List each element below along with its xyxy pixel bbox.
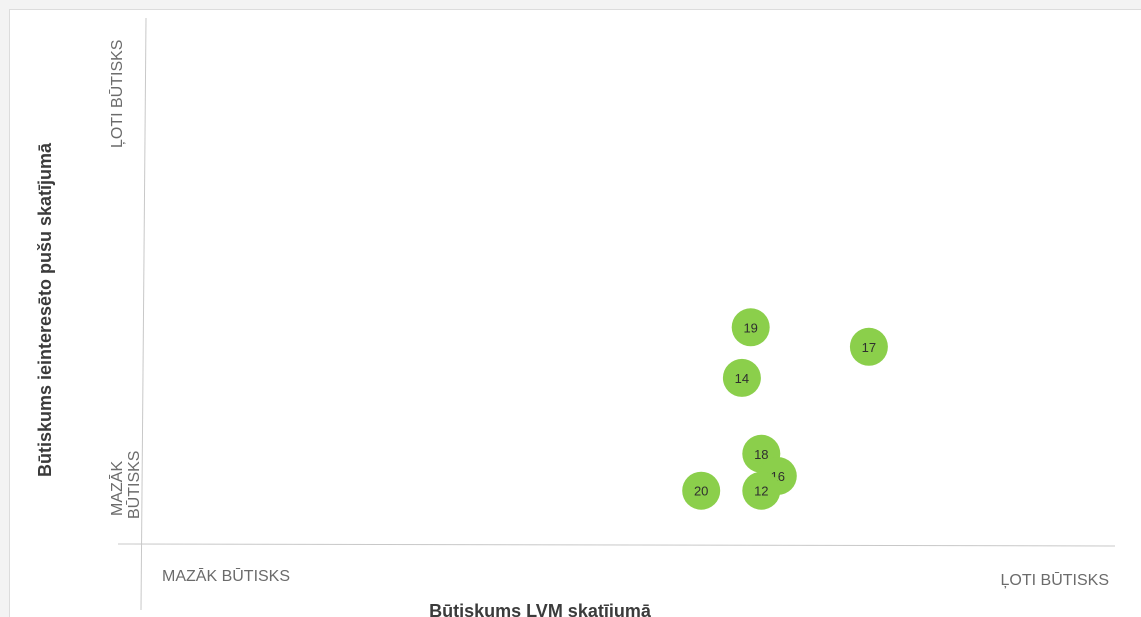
x-axis-line xyxy=(117,543,1116,547)
bubble-label-12: 12 xyxy=(754,484,768,499)
y-axis-title: Būtiskums ieinteresēto pušu skatījumā xyxy=(35,142,55,477)
y-tick-low-line2: BŪTISKS xyxy=(125,451,143,519)
bubble-17 xyxy=(849,327,888,366)
bubble-19 xyxy=(731,308,770,347)
bubble-label-19: 19 xyxy=(743,320,757,335)
y-tick-high: ĻOTI BŪTISKS xyxy=(108,40,126,148)
y-axis-line xyxy=(140,17,147,611)
bubble-20 xyxy=(682,471,721,510)
bubble-12 xyxy=(742,471,781,510)
bubble-label-17: 17 xyxy=(862,340,876,355)
y-tick-low-line1: MAZĀK xyxy=(108,461,126,516)
x-tick-low: MAZĀK BŪTISKS xyxy=(162,567,290,585)
bubble-chart: MAZĀK BŪTISKS ĻOTI BŪTISKS ĻOTI BŪTISKS … xyxy=(35,17,1116,617)
x-tick-high: ĻOTI BŪTISKS xyxy=(1001,571,1109,589)
bubble-label-20: 20 xyxy=(694,484,708,499)
x-axis-title: Būtiskums LVM skatījumā xyxy=(429,601,652,617)
bubble-label-18: 18 xyxy=(754,447,768,462)
chart-frame: MAZĀK BŪTISKS ĻOTI BŪTISKS ĻOTI BŪTISKS … xyxy=(9,9,1141,617)
bubble-label-14: 14 xyxy=(735,371,749,386)
bubble-14 xyxy=(722,358,761,397)
